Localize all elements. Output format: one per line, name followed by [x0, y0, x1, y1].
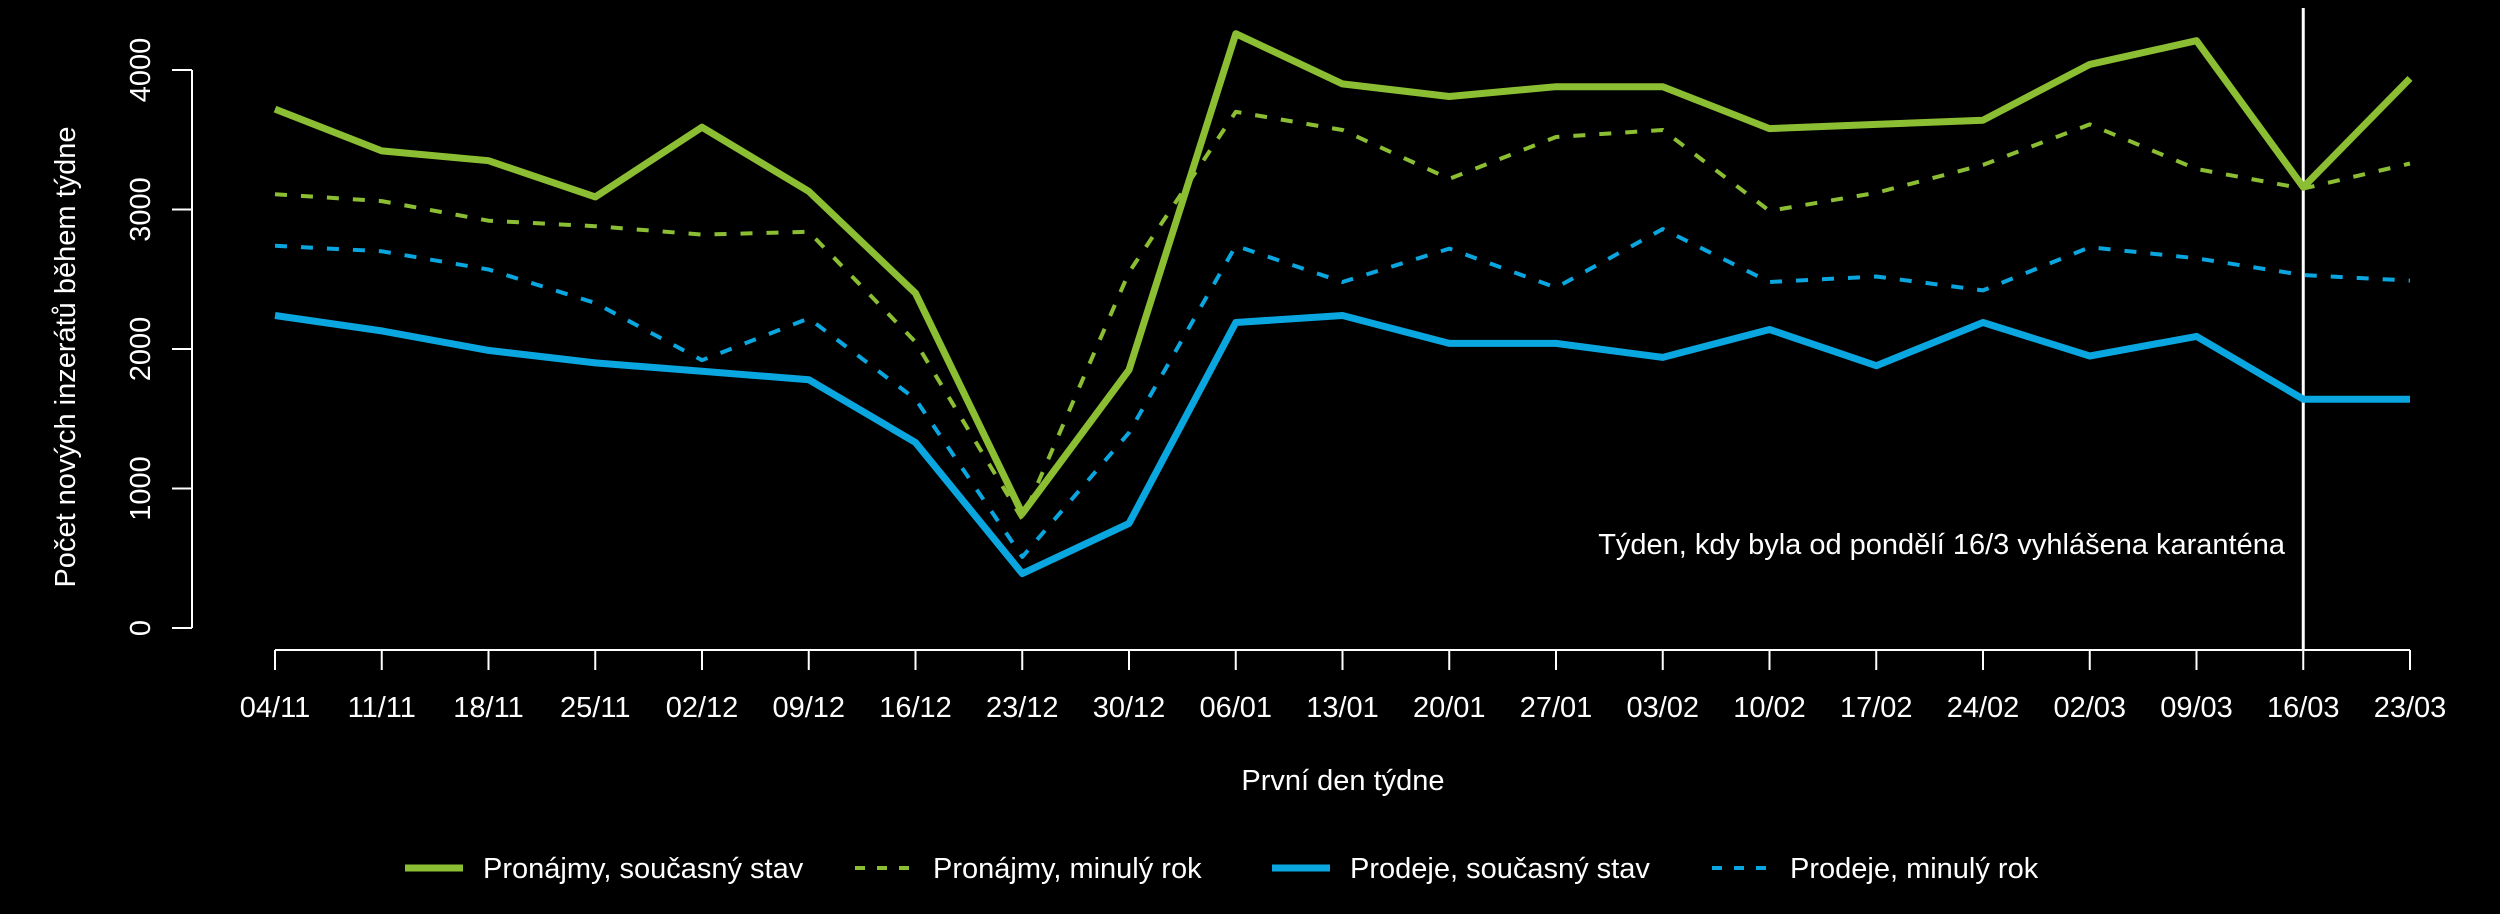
- x-tick-label: 23/03: [2374, 692, 2447, 724]
- series-line-pronajmy-soucasny-stav: [273, 30, 2413, 518]
- x-tick-label: 09/12: [772, 692, 845, 724]
- x-tick-label: 11/11: [348, 692, 416, 724]
- x-tick-label: 24/02: [1947, 692, 2020, 724]
- x-tick-label: 02/12: [666, 692, 739, 724]
- x-tick-label: 25/11: [560, 692, 630, 724]
- legend-label: Pronájmy, současný stav: [483, 853, 804, 885]
- y-tick-label: 3000: [125, 177, 157, 242]
- x-tick-label: 09/03: [2160, 692, 2233, 724]
- x-tick-label: 13/01: [1306, 692, 1379, 724]
- legend-label: Prodeje, minulý rok: [1790, 853, 2039, 885]
- y-axis: 0 1000 2000 3000 4000: [125, 38, 193, 636]
- x-tick-label: 06/01: [1199, 692, 1272, 724]
- plot-area: [273, 8, 2413, 650]
- y-tick-label: 2000: [125, 317, 157, 382]
- x-tick-label: 20/01: [1413, 692, 1486, 724]
- x-tick-label: 18/11: [453, 692, 523, 724]
- y-axis-title: Počet nových inzerátů během týdne: [50, 126, 82, 587]
- x-tick-label: 23/12: [986, 692, 1059, 724]
- series-line-prodeje-minuly-rok: [274, 227, 2411, 559]
- x-tick-label: 27/01: [1520, 692, 1593, 724]
- legend: Pronájmy, současný stav Pronájmy, minulý …: [405, 853, 2039, 885]
- x-tick-label: 17/02: [1840, 692, 1913, 724]
- y-tick-label: 4000: [125, 38, 157, 103]
- x-tick-label: 16/03: [2267, 692, 2340, 724]
- x-tick-label: 10/02: [1733, 692, 1806, 724]
- legend-label: Pronájmy, minulý rok: [933, 853, 1202, 885]
- y-tick-label: 0: [125, 620, 157, 636]
- legend-label: Prodeje, současný stav: [1350, 853, 1650, 885]
- x-axis-title: První den týdne: [1241, 765, 1444, 797]
- quarantine-annotation-label: Týden, kdy byla od pondělí 16/3 vyhlášen…: [1598, 529, 2286, 561]
- series-line-pronajmy-minuly-rok: [274, 109, 2411, 522]
- x-axis: 04/11 11/11 18/11 25/11 02/12 09/12 16/12 23/12…: [240, 649, 2447, 724]
- series-line-prodeje-soucasny-stav: [274, 312, 2410, 578]
- x-tick-label: 02/03: [2053, 692, 2126, 724]
- x-tick-label: 30/12: [1093, 692, 1166, 724]
- x-tick-label: 03/02: [1626, 692, 1699, 724]
- y-tick-label: 1000: [125, 456, 157, 521]
- x-tick-label: 16/12: [879, 692, 952, 724]
- x-tick-label: 04/11: [240, 692, 310, 724]
